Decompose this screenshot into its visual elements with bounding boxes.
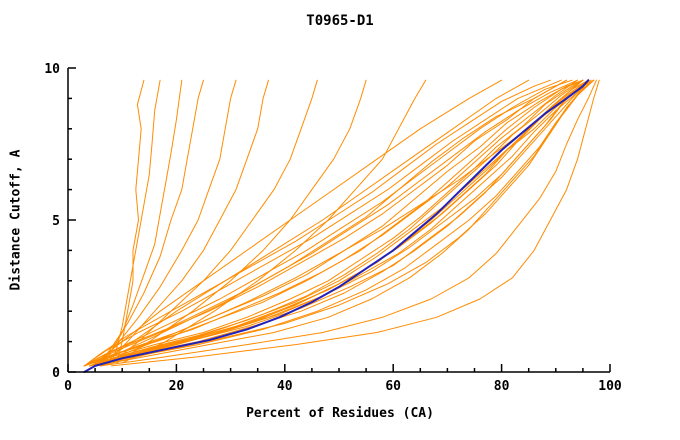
x-tick-label: 40 bbox=[277, 379, 293, 394]
consensus-curve bbox=[83, 79, 590, 373]
model-curve bbox=[100, 79, 597, 367]
model-curve bbox=[89, 79, 578, 367]
model-curve bbox=[100, 79, 530, 364]
model-curve bbox=[110, 79, 600, 367]
x-tick-label: 100 bbox=[598, 379, 622, 394]
x-tick-label: 20 bbox=[169, 379, 185, 394]
x-tick-label: 60 bbox=[385, 379, 401, 394]
model-curve bbox=[116, 79, 145, 364]
x-axis-label: Percent of Residues (CA) bbox=[246, 406, 434, 421]
y-tick-label: 0 bbox=[52, 366, 60, 381]
model-curve bbox=[89, 79, 595, 367]
model-curve bbox=[94, 79, 503, 364]
x-tick-label: 0 bbox=[64, 379, 72, 394]
model-curve bbox=[100, 79, 237, 364]
model-curve bbox=[100, 79, 595, 367]
model-curve bbox=[94, 79, 584, 367]
model-curve bbox=[83, 79, 568, 367]
model-curve bbox=[83, 79, 584, 367]
y-tick-label: 10 bbox=[44, 62, 60, 77]
model-curve bbox=[89, 79, 589, 367]
model-curve bbox=[105, 79, 183, 364]
model-curve bbox=[89, 79, 595, 367]
x-tick-label: 80 bbox=[494, 379, 510, 394]
y-tick-label: 5 bbox=[52, 214, 60, 229]
model-curve bbox=[100, 79, 204, 364]
model-curve bbox=[83, 79, 562, 367]
chart-title: T0965-D1 bbox=[306, 13, 374, 29]
model-curve bbox=[83, 79, 573, 367]
model-curve bbox=[94, 79, 589, 367]
model-curve bbox=[83, 79, 551, 367]
model-curve bbox=[89, 79, 578, 367]
model-curve bbox=[105, 79, 269, 364]
model-curve bbox=[121, 79, 427, 364]
model-curve bbox=[89, 79, 592, 367]
model-curve bbox=[83, 79, 568, 367]
model-curve bbox=[94, 79, 589, 367]
model-curve bbox=[83, 79, 584, 367]
